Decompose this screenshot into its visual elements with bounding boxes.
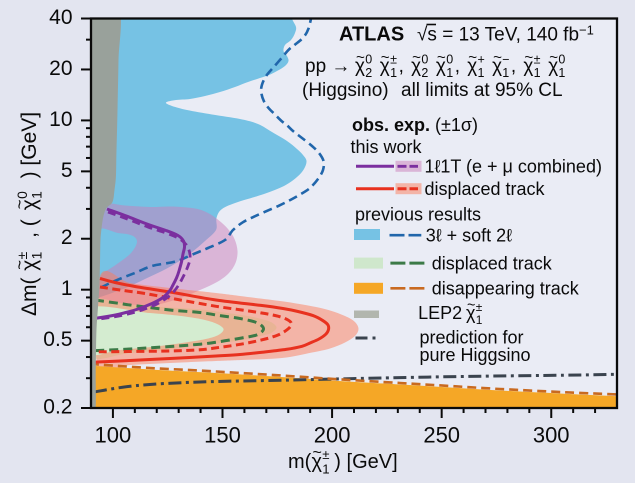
svg-text:10: 10 [49,108,72,131]
svg-text:~: ~ [356,49,365,66]
svg-text:~: ~ [437,49,446,66]
svg-text:1: 1 [29,191,45,199]
svg-text:,: , [399,56,404,77]
svg-text:~: ~ [412,49,421,66]
svg-text:1: 1 [390,66,397,80]
svg-text:~: ~ [313,445,322,462]
svg-text:±: ± [476,300,483,314]
svg-text:χ: χ [380,56,390,77]
svg-text:prediction for: prediction for [420,328,524,348]
svg-text:displaced track: displaced track [425,179,546,199]
svg-text:2: 2 [365,66,372,80]
svg-text:~: ~ [549,49,558,66]
svg-text:this work: this work [351,137,423,157]
svg-text:1: 1 [502,66,509,80]
svg-text:1: 1 [534,66,541,80]
svg-text:previous results: previous results [355,205,481,225]
svg-text:χ: χ [355,56,365,77]
svg-text:0: 0 [421,53,428,67]
svg-text:ATLAS: ATLAS [339,24,404,46]
svg-text:Δm(: Δm( [18,277,41,316]
svg-text:) [GeV]: ) [GeV] [18,112,41,179]
svg-text:χ: χ [411,56,421,77]
svg-text:~: ~ [10,260,29,270]
svg-text:χ: χ [18,199,41,210]
svg-text:pp →: pp → [305,56,350,77]
svg-text:±: ± [322,447,329,462]
svg-text:1ℓ1T (e + μ combined): 1ℓ1T (e + μ combined) [425,157,602,177]
svg-text:0: 0 [446,53,453,67]
svg-text:2: 2 [421,66,428,80]
svg-text:±: ± [534,53,541,67]
svg-text:displaced track: displaced track [432,253,553,273]
svg-text:0.5: 0.5 [43,328,72,351]
svg-text:+: + [478,53,485,67]
svg-text:χ: χ [18,260,41,271]
svg-text:0.2: 0.2 [43,396,72,419]
svg-text:, (: , ( [18,219,41,238]
svg-text:pure Higgsino: pure Higgsino [420,345,531,365]
svg-text:m(: m( [288,451,312,473]
svg-text:40: 40 [49,6,72,29]
svg-text:(Higgsino): (Higgsino) [302,80,389,101]
svg-text:1: 1 [478,66,485,80]
svg-text:~: ~ [467,298,475,314]
svg-text:χ: χ [492,56,502,77]
svg-text:~: ~ [524,49,533,66]
svg-text:100: 100 [95,423,132,448]
svg-text:χ: χ [548,56,558,77]
svg-text:1: 1 [61,277,73,300]
svg-text:χ: χ [523,56,533,77]
svg-text:2: 2 [61,226,73,249]
svg-text:,: , [511,56,516,77]
svg-text:χ: χ [312,451,323,473]
svg-text:~: ~ [493,49,502,66]
svg-text:disappearing track: disappearing track [432,279,580,299]
svg-text:,: , [455,56,460,77]
svg-text:χ: χ [436,56,446,77]
svg-text:1: 1 [29,251,45,259]
svg-text:1: 1 [558,66,565,80]
svg-text:) [GeV]: ) [GeV] [334,451,397,473]
svg-text:χ: χ [466,303,476,323]
svg-text:0: 0 [14,191,30,199]
svg-text:250: 250 [423,423,460,448]
svg-text:1: 1 [322,461,329,476]
svg-text:150: 150 [204,423,241,448]
svg-text:LEP2: LEP2 [418,303,462,323]
svg-text:±: ± [390,53,397,67]
svg-text:−: − [502,53,509,67]
svg-text:300: 300 [533,423,570,448]
svg-text:√s = 13 TeV, 140 fb−1: √s = 13 TeV, 140 fb−1 [417,23,594,46]
svg-text:±: ± [14,251,30,259]
svg-text:~: ~ [381,49,390,66]
svg-text:200: 200 [314,423,351,448]
svg-text:0: 0 [365,53,372,67]
svg-text:3ℓ + soft 2ℓ: 3ℓ + soft 2ℓ [426,226,512,246]
svg-text:5: 5 [61,159,73,182]
svg-text:~: ~ [468,49,477,66]
svg-text:1: 1 [476,313,483,327]
svg-text:~: ~ [10,199,29,209]
svg-text:χ: χ [467,56,477,77]
svg-text:20: 20 [49,57,72,80]
svg-text:0: 0 [558,53,565,67]
svg-text:obs. exp. (±1σ): obs. exp. (±1σ) [352,115,478,135]
svg-text:1: 1 [446,66,453,80]
svg-text:all limits at 95% CL: all limits at 95% CL [401,80,563,101]
